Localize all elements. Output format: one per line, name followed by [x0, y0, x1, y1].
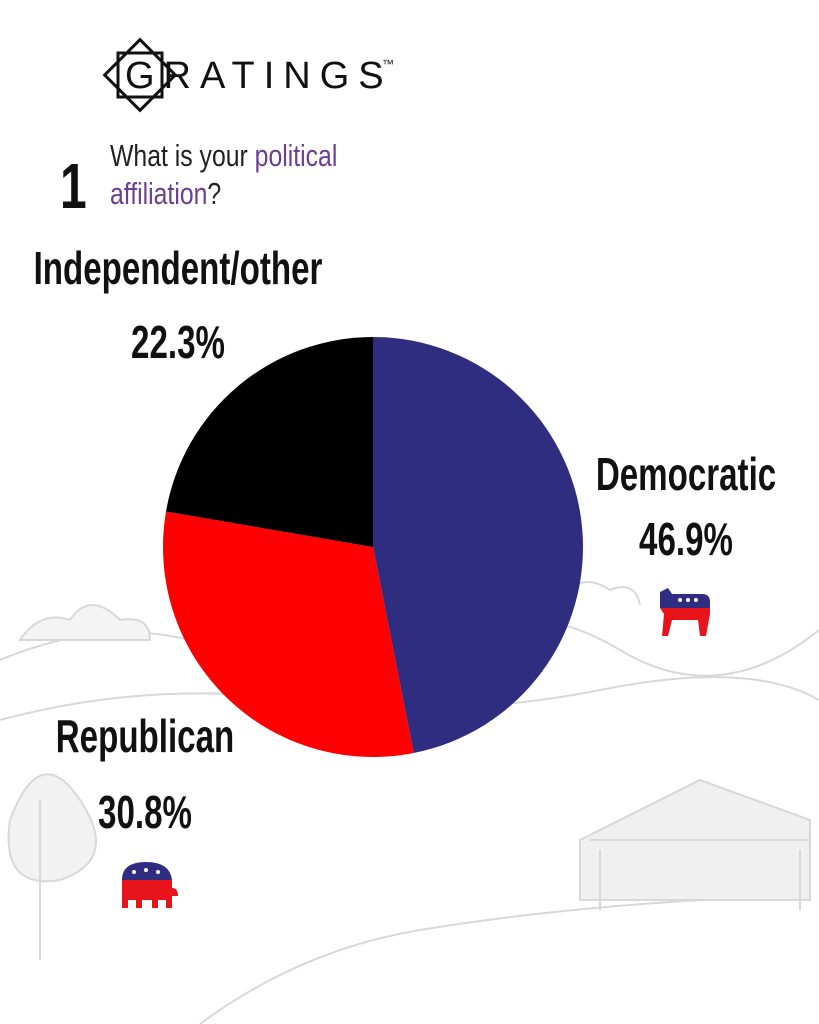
brand: GRATINGS — [125, 55, 393, 97]
pie-slice — [166, 337, 373, 547]
question-highlight: political — [255, 138, 338, 172]
trademark: ™ — [382, 57, 394, 71]
slice-label: Independent/other — [34, 244, 323, 294]
background-sketch — [0, 581, 819, 1024]
pie-slice — [373, 337, 583, 754]
logo — [102, 37, 178, 113]
slice-value-label: 30.8% — [98, 788, 192, 838]
question-line: What is your political — [110, 138, 337, 172]
slice-value-label: 22.3% — [131, 318, 225, 368]
donkey-icon — [660, 588, 710, 636]
question: What is your political affiliation? — [110, 138, 337, 210]
slice-label: Democratic — [596, 450, 776, 500]
pie-slice — [163, 511, 414, 757]
pie — [163, 337, 583, 757]
slice-label: Republican — [56, 712, 235, 762]
question-text: ? — [207, 176, 221, 210]
slice-value-label: 46.9% — [639, 515, 733, 565]
question-text: What is your — [110, 138, 248, 172]
question-number: 1 — [60, 150, 87, 221]
elephant-icon — [122, 862, 178, 908]
question-line: affiliation? — [110, 176, 221, 210]
question-highlight: affiliation — [110, 176, 207, 210]
labels: Democratic 46.9% Republican 30.8% Independen… — [34, 244, 777, 838]
